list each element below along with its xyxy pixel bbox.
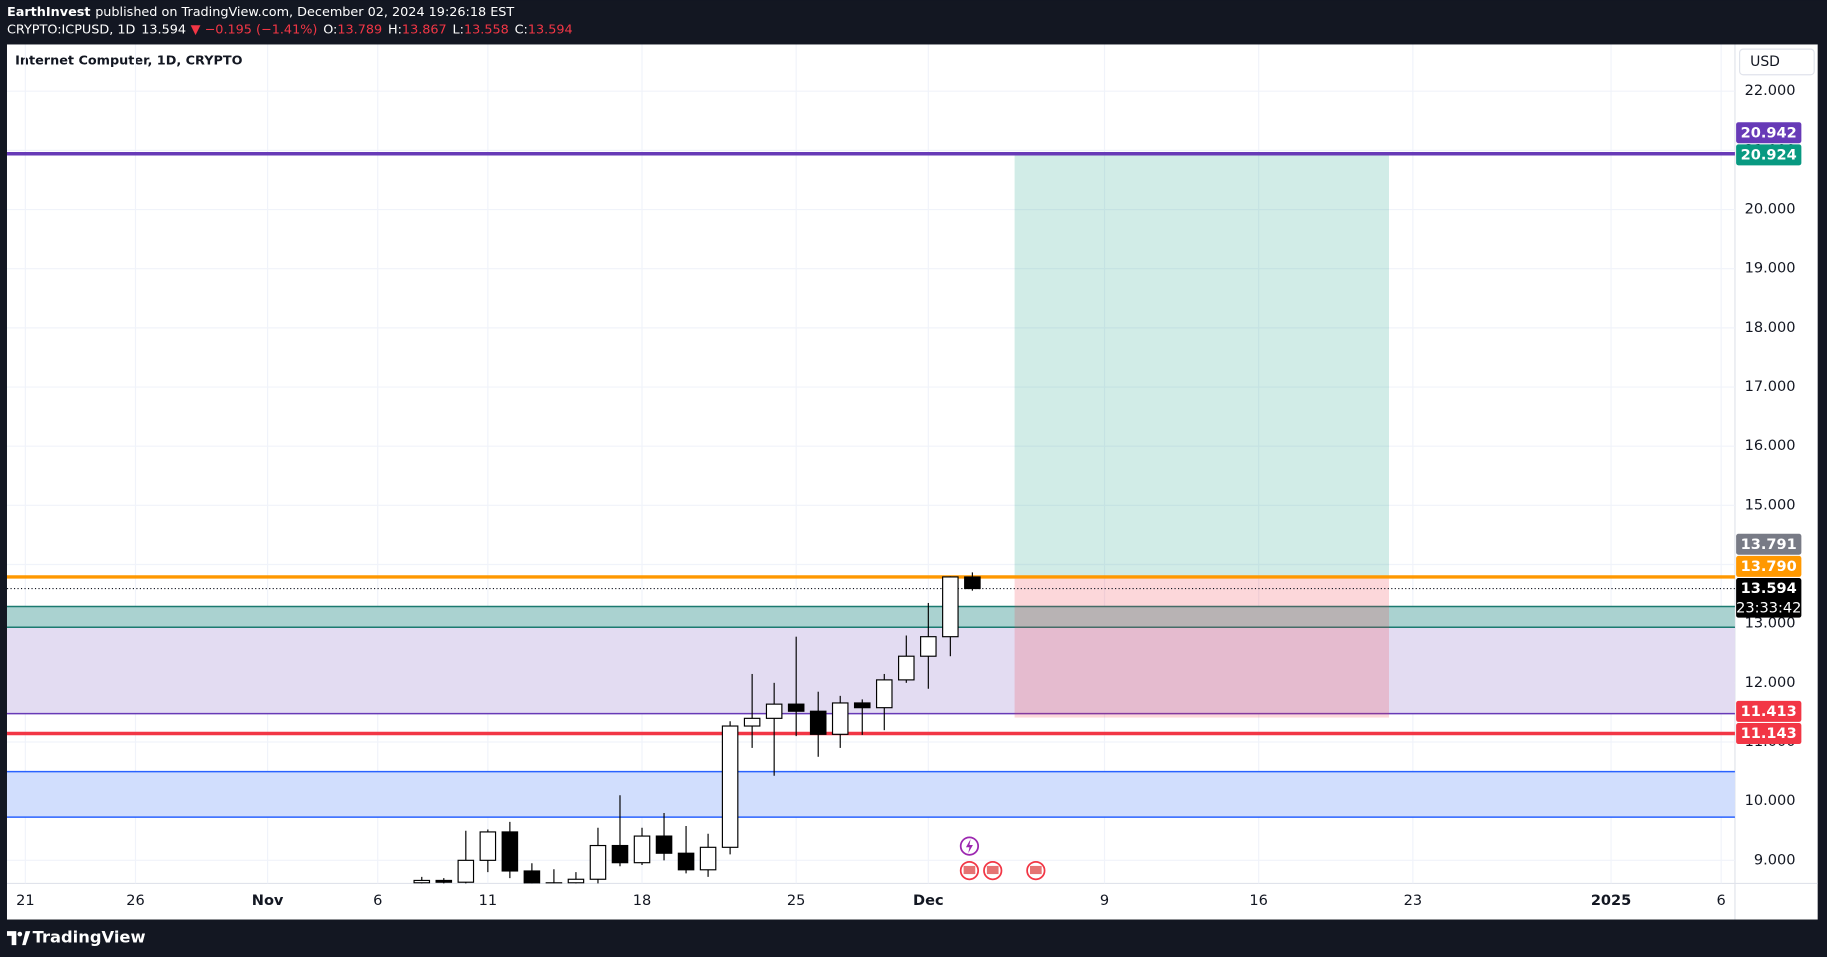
y-tick-label: 10.000 (1745, 792, 1796, 809)
zone (6, 771, 1735, 818)
price-label: 13.791 (1741, 536, 1797, 553)
y-tick-label: 17.000 (1745, 378, 1796, 395)
price-label: 20.924 (1741, 146, 1797, 163)
candle-body (831, 702, 849, 735)
y-tick-label: 16.000 (1745, 437, 1796, 454)
ohlc-key: O: (323, 22, 337, 37)
ohlc-key: H: (388, 22, 402, 37)
price-label-box (1736, 122, 1802, 144)
symbol: CRYPTO:ICPUSD, 1D (7, 22, 136, 37)
x-tick-label: 9 (1100, 892, 1109, 909)
candle-body (479, 831, 497, 861)
currency-button[interactable] (1739, 48, 1815, 76)
x-tick-label: 23 (1404, 892, 1423, 909)
candle-body (743, 717, 761, 727)
published: published on TradingView.com, December 0… (95, 4, 514, 19)
price-label-box (1736, 723, 1802, 745)
zone (6, 606, 1735, 628)
price-label: 11.143 (1741, 725, 1797, 742)
y-tick-label: 13.000 (1745, 615, 1796, 632)
price-label-box (1736, 555, 1802, 577)
x-tick-label: 2025 (1591, 892, 1632, 909)
candle-body (413, 879, 431, 884)
ohlc-value: 13.594 (528, 22, 573, 37)
y-tick-label: 12.000 (1745, 674, 1796, 691)
event-icons (959, 836, 1046, 881)
chart-title: Internet Computer, 1D, CRYPTO (15, 53, 242, 68)
candle-body (677, 852, 695, 871)
candle-body (765, 703, 783, 719)
header-line: EarthInvest published on TradingView.com,… (7, 4, 514, 19)
price-label: 11.413 (1741, 703, 1797, 720)
candle-body (787, 703, 805, 712)
x-tick-label: 18 (633, 892, 652, 909)
price-label: 13.790 (1741, 558, 1797, 575)
x-tick-label: 26 (126, 892, 145, 909)
candle-body (898, 655, 915, 681)
logo-mark (22, 931, 31, 946)
candle-body (567, 878, 585, 884)
candle-body (964, 576, 981, 590)
ohlc-value: 13.558 (464, 22, 509, 37)
currency: USD (1750, 54, 1780, 70)
price-label: 20.942 (1741, 124, 1797, 141)
candle-body (809, 710, 827, 735)
flag (963, 865, 976, 875)
candle-body (942, 576, 959, 638)
countdown: 23:33:42 (1736, 599, 1801, 616)
x-tick-label: 21 (16, 892, 35, 909)
candle-body (501, 831, 519, 872)
price-label-box (1736, 533, 1802, 555)
candle-body (611, 844, 629, 864)
candle-body (457, 859, 475, 883)
change: ▼ −0.195 (−1.41%) (191, 22, 318, 37)
flag (986, 865, 999, 875)
candle-body (875, 679, 893, 709)
x-tick-label: 6 (1717, 892, 1726, 909)
candle-body (721, 725, 739, 848)
plot (6, 44, 1735, 884)
price-label-box (1736, 700, 1802, 722)
candle-body (523, 870, 541, 884)
last-price: 13.594 (141, 22, 186, 37)
candle-body (655, 835, 673, 854)
symbol-line: CRYPTO:ICPUSD, 1D 13.594 ▼ −0.195 (−1.41%)… (7, 22, 573, 37)
candle-body (435, 879, 453, 883)
candle-body (633, 835, 651, 864)
target-zone (1014, 154, 1389, 577)
x-tick-label: Nov (252, 892, 284, 909)
price-label-box (1736, 144, 1802, 166)
y-tick-label: 15.000 (1745, 496, 1796, 513)
x-tick-label: Dec (913, 892, 944, 909)
flag (1030, 865, 1042, 875)
ohlc-value: 13.867 (402, 22, 447, 37)
logo-dot (17, 931, 23, 937)
y-tick-label: 18.000 (1745, 319, 1796, 336)
ohlc-key: L: (453, 22, 464, 37)
price-label-box (1736, 578, 1802, 618)
author: EarthInvest (7, 4, 91, 19)
candle-body (589, 844, 607, 880)
lightning (965, 839, 973, 854)
candle-body (853, 702, 871, 709)
ohlc-key: C: (515, 22, 528, 37)
x-tick-label: 6 (373, 892, 382, 909)
y-tick-label: 22.000 (1745, 82, 1796, 99)
x-tick-label: 25 (787, 892, 806, 909)
brand: TradingView (33, 928, 146, 947)
candle-body (545, 882, 563, 884)
x-tick-label: 11 (479, 892, 498, 909)
zone (6, 627, 1735, 714)
price-label: 13.594 (1741, 580, 1797, 597)
x-tick-label: 16 (1249, 892, 1268, 909)
y-tick-label: 9.000 (1754, 851, 1796, 868)
candle-body (920, 636, 937, 657)
candle-body (699, 846, 717, 871)
y-tick-label: 19.000 (1745, 260, 1796, 277)
y-tick-label: 20.000 (1745, 201, 1796, 218)
ohlc-value: 13.789 (337, 22, 382, 37)
stop-zone (1014, 576, 1389, 718)
